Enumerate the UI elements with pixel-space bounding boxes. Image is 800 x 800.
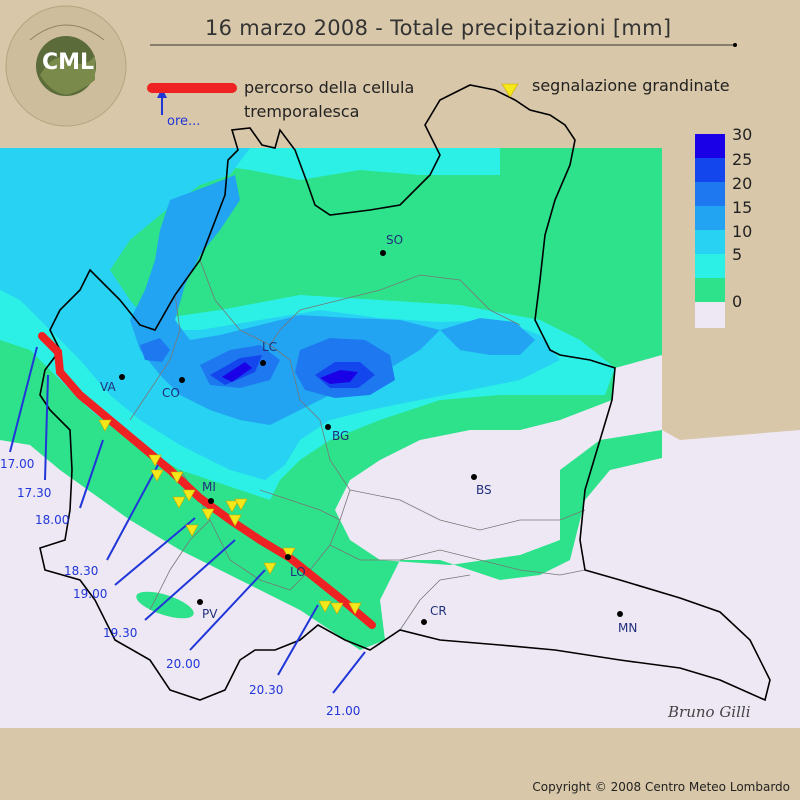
logo-text: CML [42,50,95,75]
city-label-cr: CR [430,604,447,618]
scale-label: 25 [732,150,753,169]
scale-label: 10 [732,222,753,241]
signature: Bruno Gilli [668,703,751,721]
scale-label: 5 [732,245,743,264]
legend-hours-label: ore... [167,114,201,129]
time-pointers [9,88,366,694]
province-boundaries [129,259,586,631]
cml-logo [5,5,127,127]
city-label-bs: BS [476,483,492,497]
city-label-mn: MN [618,621,638,635]
copyright: Copyright © 2008 Centro Meteo Lombardo [532,780,790,794]
scale-label: 20 [732,174,753,193]
city-label-so: SO [386,233,404,247]
city-dots [119,250,623,625]
city-label-lc: LC [262,340,278,354]
hail-markers [98,419,362,615]
time-label: 18.00 [35,513,70,527]
city-label-lo: LO [290,565,306,579]
legend-path-label-2: tremporalesca [244,102,360,121]
city-label-bg: BG [332,429,350,443]
precip-field [0,148,662,730]
time-label: 21.00 [326,704,361,718]
city-label-va: VA [100,380,116,394]
time-label: 17.00 [0,457,35,471]
time-label: 19.30 [103,626,138,640]
scale-label: 0 [732,292,743,311]
lombardy-outline [39,84,771,702]
time-label: 18.30 [64,564,99,578]
time-label: 20.30 [249,683,284,697]
color-scale [695,134,725,328]
scale-label: 30 [732,125,753,144]
time-label: 20.00 [166,657,201,671]
scale-label: 15 [732,198,753,217]
time-label: 17.30 [17,486,52,500]
map-title: 16 marzo 2008 - Totale precipitazioni [m… [205,16,672,40]
city-label-pv: PV [202,607,218,621]
legend-path-label: percorso della cellula [244,78,415,97]
city-label-mi: MI [202,480,216,494]
city-label-co: CO [162,386,180,400]
legend-hail-label: segnalazione grandinate [532,76,730,95]
legend-hail-swatch [501,83,519,98]
storm-path [38,332,376,629]
time-label: 19.00 [73,587,108,601]
